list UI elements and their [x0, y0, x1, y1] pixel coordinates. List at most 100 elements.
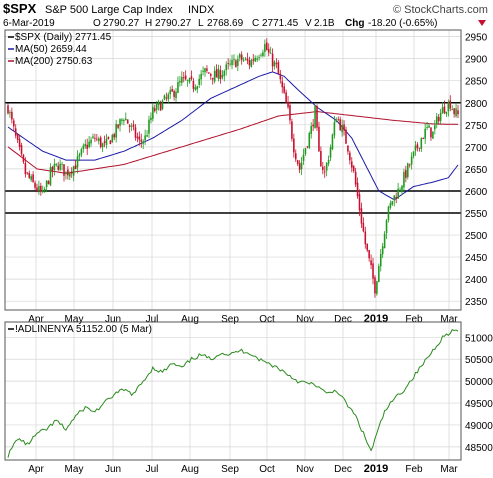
candle-body: [51, 166, 54, 172]
candle-body: [358, 194, 361, 211]
candle-body: [94, 137, 96, 139]
candle-body: [447, 102, 450, 112]
x-tick-label: 2019: [364, 463, 388, 475]
candle-body: [349, 152, 351, 161]
x-tick-label: Sep: [221, 464, 239, 475]
x-tick-label: Nov: [296, 314, 314, 325]
candle-body: [451, 109, 454, 110]
high-label: H: [145, 18, 152, 29]
watermark: © StockCharts.com: [393, 4, 488, 16]
candle-body: [314, 105, 316, 129]
candle-body: [378, 266, 380, 283]
candle-body: [45, 180, 48, 188]
candle-body: [111, 134, 114, 143]
candle-body: [107, 136, 110, 139]
candle-body: [422, 138, 425, 139]
change-value: -18.20 (-0.65%): [368, 18, 437, 29]
candle-body: [148, 119, 150, 134]
candle-body: [28, 173, 31, 178]
candle-body: [121, 119, 123, 121]
legend-entry: MA(50) 2659.44: [15, 44, 87, 55]
candle-body: [136, 136, 139, 139]
candle-body: [97, 138, 100, 142]
candle-body: [175, 91, 177, 99]
candle-body: [150, 117, 152, 120]
candle-body: [140, 139, 143, 142]
candle-body: [294, 153, 297, 160]
candle-body: [347, 145, 349, 152]
candle-body: [41, 189, 44, 192]
candle-body: [408, 164, 411, 166]
candle-body: [289, 105, 291, 121]
resistance-support-lines: [5, 102, 461, 214]
candle-body: [457, 110, 459, 115]
candle-body: [441, 107, 444, 114]
candle-body: [337, 119, 340, 120]
y-tick-label: 2400: [465, 275, 488, 286]
candle-body: [72, 166, 75, 176]
volume-label: V: [305, 18, 312, 29]
close-label: C: [252, 18, 259, 29]
candle-body: [302, 154, 305, 161]
candle-body: [420, 138, 423, 149]
candle-body: [78, 154, 81, 157]
x-tick-label: Sep: [221, 314, 239, 325]
candle-body: [256, 58, 258, 60]
candle-body: [293, 138, 295, 153]
candle-body: [229, 63, 231, 65]
legend-entry: $SPX (Daily) 2771.45: [15, 32, 112, 43]
price-candles: [7, 38, 459, 298]
open-value: 2790.27: [103, 18, 140, 29]
ma50-path: [7, 71, 459, 201]
candle-body: [352, 166, 355, 172]
candle-body: [308, 133, 311, 149]
candle-body: [173, 90, 175, 97]
candle-body: [233, 59, 235, 61]
candle-body: [430, 127, 432, 138]
candle-body: [237, 59, 239, 66]
candle-body: [128, 125, 131, 127]
candle-body: [285, 92, 287, 103]
candle-body: [445, 111, 448, 115]
candle-body: [403, 171, 405, 188]
candle-body: [32, 174, 34, 182]
adline-path: [7, 329, 459, 458]
candle-body: [401, 185, 403, 192]
candle-body: [316, 106, 318, 128]
candle-body: [428, 125, 430, 128]
candle-body: [238, 54, 241, 58]
candle-body: [343, 124, 345, 131]
candle-body: [329, 147, 332, 158]
candle-body: [22, 154, 25, 163]
candle-body: [86, 144, 88, 149]
candle-body: [368, 250, 370, 259]
candle-body: [69, 172, 71, 177]
candle-body: [424, 128, 426, 139]
candle-body: [126, 119, 129, 124]
candle-body: [190, 76, 193, 79]
change-label: Chg: [345, 18, 364, 29]
price-panel: 2350 2400 2450 2500 2550 2600 2650 2700 2750 2800…: [4, 29, 488, 325]
x-tick-label: Feb: [405, 314, 423, 325]
low-label: L: [198, 18, 204, 29]
candle-body: [63, 164, 65, 176]
candle-body: [36, 187, 38, 191]
candle-body: [327, 159, 330, 164]
candle-body: [410, 156, 413, 165]
candle-body: [61, 164, 63, 165]
candle-body: [208, 72, 210, 74]
candle-body: [277, 62, 280, 74]
x-tick-label: Mar: [440, 314, 458, 325]
candle-body: [103, 141, 106, 143]
candle-body: [296, 160, 299, 164]
candle-body: [223, 70, 226, 76]
y-tick-label: 2450: [465, 253, 488, 264]
candle-body: [379, 253, 382, 267]
adline-y-ticks: 48500 49000 49500 50000 50500 51000: [465, 333, 493, 454]
x-tick-label: Jul: [146, 314, 159, 325]
candle-body: [30, 176, 32, 180]
candle-body: [181, 76, 183, 83]
candle-body: [11, 111, 13, 120]
candle-body: [182, 77, 185, 79]
